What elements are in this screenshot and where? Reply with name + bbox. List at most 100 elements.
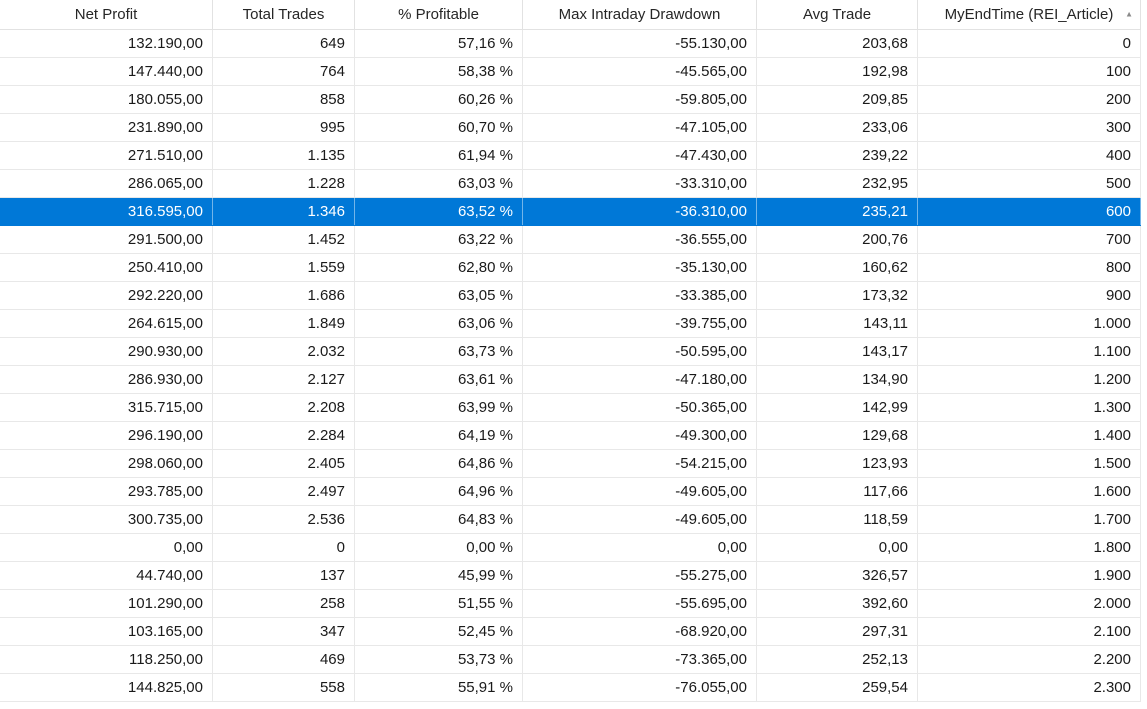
table-cell[interactable]: 60,70 % xyxy=(355,114,523,141)
table-row[interactable]: 300.735,00 2.536 64,83 % -49.605,00 118,59 1.… xyxy=(0,506,1141,534)
table-cell[interactable]: 180.055,00 xyxy=(0,86,213,113)
table-cell[interactable]: 1.400 xyxy=(918,422,1141,449)
table-cell[interactable]: -55.695,00 xyxy=(523,590,757,617)
table-row[interactable]: 180.055,00 858 60,26 % -59.805,00 209,85 200 xyxy=(0,86,1141,114)
column-header-avg-trade[interactable]: Avg Trade xyxy=(757,0,918,29)
table-cell[interactable]: 0 xyxy=(213,534,355,561)
table-cell[interactable]: 995 xyxy=(213,114,355,141)
table-cell[interactable]: 239,22 xyxy=(757,142,918,169)
table-cell[interactable]: 118.250,00 xyxy=(0,646,213,673)
table-cell[interactable]: 392,60 xyxy=(757,590,918,617)
table-cell[interactable]: -47.180,00 xyxy=(523,366,757,393)
table-cell[interactable]: 1.000 xyxy=(918,310,1141,337)
table-cell[interactable]: 45,99 % xyxy=(355,562,523,589)
table-cell[interactable]: -50.365,00 xyxy=(523,394,757,421)
table-cell[interactable]: 147.440,00 xyxy=(0,58,213,85)
table-cell[interactable]: 500 xyxy=(918,170,1141,197)
table-cell[interactable]: -68.920,00 xyxy=(523,618,757,645)
table-cell[interactable]: 293.785,00 xyxy=(0,478,213,505)
column-header-net-profit[interactable]: Net Profit xyxy=(0,0,213,29)
table-cell[interactable]: -39.755,00 xyxy=(523,310,757,337)
table-cell[interactable]: 143,11 xyxy=(757,310,918,337)
table-row[interactable]: 315.715,00 2.208 63,99 % -50.365,00 142,99 1.… xyxy=(0,394,1141,422)
table-cell[interactable]: 137 xyxy=(213,562,355,589)
table-row[interactable]: 250.410,00 1.559 62,80 % -35.130,00 160,62 80… xyxy=(0,254,1141,282)
table-row[interactable]: 147.440,00 764 58,38 % -45.565,00 192,98 100 xyxy=(0,58,1141,86)
table-row[interactable]: 296.190,00 2.284 64,19 % -49.300,00 129,68 1.… xyxy=(0,422,1141,450)
table-cell[interactable]: -33.310,00 xyxy=(523,170,757,197)
table-cell[interactable]: 0,00 xyxy=(0,534,213,561)
table-cell[interactable]: -49.300,00 xyxy=(523,422,757,449)
table-cell[interactable]: -59.805,00 xyxy=(523,86,757,113)
table-cell[interactable]: 63,05 % xyxy=(355,282,523,309)
table-cell[interactable]: 63,22 % xyxy=(355,226,523,253)
table-cell[interactable]: 1.452 xyxy=(213,226,355,253)
table-cell[interactable]: 858 xyxy=(213,86,355,113)
table-row[interactable]: 298.060,00 2.405 64,86 % -54.215,00 123,93 1.… xyxy=(0,450,1141,478)
table-cell[interactable]: -49.605,00 xyxy=(523,506,757,533)
table-cell[interactable]: 250.410,00 xyxy=(0,254,213,281)
table-cell[interactable]: -45.565,00 xyxy=(523,58,757,85)
table-cell[interactable]: 123,93 xyxy=(757,450,918,477)
table-row[interactable]: 264.615,00 1.849 63,06 % -39.755,00 143,11 1.… xyxy=(0,310,1141,338)
table-cell[interactable]: 259,54 xyxy=(757,674,918,701)
table-cell[interactable]: 400 xyxy=(918,142,1141,169)
table-cell[interactable]: -35.130,00 xyxy=(523,254,757,281)
table-cell[interactable]: -76.055,00 xyxy=(523,674,757,701)
table-cell[interactable]: 233,06 xyxy=(757,114,918,141)
table-cell[interactable]: 64,83 % xyxy=(355,506,523,533)
table-row[interactable]: 291.500,00 1.452 63,22 % -36.555,00 200,76 70… xyxy=(0,226,1141,254)
table-cell[interactable]: 2.405 xyxy=(213,450,355,477)
table-cell[interactable]: 700 xyxy=(918,226,1141,253)
table-cell[interactable]: -33.385,00 xyxy=(523,282,757,309)
table-cell[interactable]: 300.735,00 xyxy=(0,506,213,533)
table-cell[interactable]: 1.135 xyxy=(213,142,355,169)
table-cell[interactable]: 900 xyxy=(918,282,1141,309)
table-cell[interactable]: 2.300 xyxy=(918,674,1141,701)
table-cell[interactable]: 1.300 xyxy=(918,394,1141,421)
table-row[interactable]: 286.930,00 2.127 63,61 % -47.180,00 134,90 1.… xyxy=(0,366,1141,394)
column-header-max-intraday-drawdown[interactable]: Max Intraday Drawdown xyxy=(523,0,757,29)
table-cell[interactable]: 264.615,00 xyxy=(0,310,213,337)
table-cell[interactable]: 143,17 xyxy=(757,338,918,365)
table-cell[interactable]: 132.190,00 xyxy=(0,30,213,57)
table-cell[interactable]: 200 xyxy=(918,86,1141,113)
table-cell[interactable]: 290.930,00 xyxy=(0,338,213,365)
table-cell[interactable]: 2.100 xyxy=(918,618,1141,645)
table-cell[interactable]: 64,19 % xyxy=(355,422,523,449)
table-cell[interactable]: -36.310,00 xyxy=(523,198,757,225)
table-cell[interactable]: 298.060,00 xyxy=(0,450,213,477)
table-cell[interactable]: 134,90 xyxy=(757,366,918,393)
table-cell[interactable]: -47.105,00 xyxy=(523,114,757,141)
table-cell[interactable]: 63,73 % xyxy=(355,338,523,365)
table-row[interactable]: 103.165,00 347 52,45 % -68.920,00 297,31 2.10… xyxy=(0,618,1141,646)
table-cell[interactable]: 118,59 xyxy=(757,506,918,533)
table-cell[interactable]: 2.127 xyxy=(213,366,355,393)
table-cell[interactable]: 1.100 xyxy=(918,338,1141,365)
table-cell[interactable]: -55.130,00 xyxy=(523,30,757,57)
table-row[interactable]: 290.930,00 2.032 63,73 % -50.595,00 143,17 1.… xyxy=(0,338,1141,366)
table-cell[interactable]: 286.065,00 xyxy=(0,170,213,197)
table-cell[interactable]: 252,13 xyxy=(757,646,918,673)
table-cell[interactable]: 316.595,00 xyxy=(0,198,213,225)
table-cell[interactable]: 558 xyxy=(213,674,355,701)
table-cell[interactable]: 600 xyxy=(918,198,1141,225)
table-cell[interactable]: 1.500 xyxy=(918,450,1141,477)
table-cell[interactable]: 2.284 xyxy=(213,422,355,449)
table-cell[interactable]: -54.215,00 xyxy=(523,450,757,477)
table-cell[interactable]: 2.536 xyxy=(213,506,355,533)
table-cell[interactable]: 1.900 xyxy=(918,562,1141,589)
table-row[interactable]: 231.890,00 995 60,70 % -47.105,00 233,06 300 xyxy=(0,114,1141,142)
table-row[interactable]: 144.825,00 558 55,91 % -76.055,00 259,54 2.30… xyxy=(0,674,1141,702)
table-cell[interactable]: 235,21 xyxy=(757,198,918,225)
table-row[interactable]: 292.220,00 1.686 63,05 % -33.385,00 173,32 90… xyxy=(0,282,1141,310)
table-cell[interactable]: 315.715,00 xyxy=(0,394,213,421)
table-cell[interactable]: 764 xyxy=(213,58,355,85)
table-cell[interactable]: 1.559 xyxy=(213,254,355,281)
table-cell[interactable]: 296.190,00 xyxy=(0,422,213,449)
table-cell[interactable]: 60,26 % xyxy=(355,86,523,113)
table-cell[interactable]: 291.500,00 xyxy=(0,226,213,253)
table-cell[interactable]: 2.032 xyxy=(213,338,355,365)
table-row[interactable]: 44.740,00 137 45,99 % -55.275,00 326,57 1.900 xyxy=(0,562,1141,590)
table-cell[interactable]: 63,06 % xyxy=(355,310,523,337)
